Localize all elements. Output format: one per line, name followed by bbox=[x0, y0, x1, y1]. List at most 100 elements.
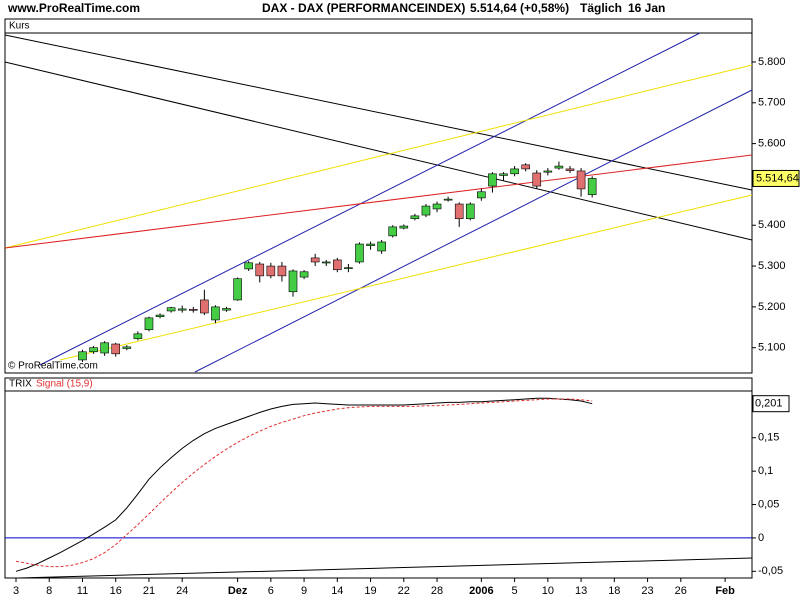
candle-body bbox=[299, 271, 309, 278]
trend-line bbox=[59, 194, 753, 361]
candle-body bbox=[477, 191, 486, 199]
x-tick-label: 3 bbox=[13, 585, 19, 597]
x-tick-label: 11 bbox=[77, 585, 88, 597]
candle-body bbox=[488, 173, 497, 187]
x-tick-label: 28 bbox=[431, 585, 443, 597]
candle-body bbox=[321, 261, 331, 264]
candle-body bbox=[222, 308, 231, 311]
x-tick-label: 9 bbox=[301, 585, 307, 597]
candle-body bbox=[388, 226, 398, 237]
candle-body bbox=[200, 299, 209, 314]
candle-body bbox=[510, 168, 519, 175]
candle-body bbox=[122, 346, 132, 349]
candle-body bbox=[333, 259, 342, 271]
candle-body bbox=[543, 170, 553, 173]
y-tick-label: 0,1 bbox=[758, 465, 773, 477]
y-tick-label: 5.300 bbox=[758, 260, 786, 272]
candle-body bbox=[89, 347, 98, 353]
date: 16 Jan bbox=[628, 1, 665, 15]
x-tick-label: 23 bbox=[641, 585, 653, 597]
candle-body bbox=[111, 343, 121, 355]
candle-body bbox=[565, 168, 575, 171]
candle-body bbox=[78, 351, 87, 361]
x-tick-label: 10 bbox=[542, 585, 554, 597]
y-tick-label: 5.800 bbox=[758, 56, 786, 68]
y-tick-label: 0,05 bbox=[758, 498, 779, 510]
trend-line bbox=[194, 89, 753, 373]
candle-body bbox=[355, 243, 364, 263]
x-tick-label: Dez bbox=[228, 585, 248, 597]
trix-panel bbox=[4, 377, 753, 579]
candle-body bbox=[177, 308, 187, 311]
x-tick-label: 22 bbox=[398, 585, 410, 597]
candle-body bbox=[454, 203, 464, 220]
candle-body bbox=[443, 198, 453, 201]
candle-body bbox=[310, 257, 320, 263]
candle-body bbox=[554, 165, 564, 169]
trend-line bbox=[4, 34, 753, 191]
candle-body bbox=[432, 203, 442, 210]
candle-body bbox=[366, 243, 375, 246]
last-value-label: 5.514,64 bbox=[756, 172, 799, 184]
series-line bbox=[15, 398, 593, 568]
candle-body bbox=[399, 225, 409, 229]
trend-lines bbox=[4, 32, 753, 579]
candle-body bbox=[211, 306, 220, 321]
candle-body bbox=[288, 270, 298, 293]
y-tick-label: 0,15 bbox=[758, 432, 779, 444]
candle-body bbox=[166, 307, 176, 312]
candle-body bbox=[532, 172, 542, 187]
panel-title: Kurs bbox=[9, 21, 30, 32]
y-tick-label: 5.600 bbox=[758, 138, 786, 150]
instrument: DAX - DAX (PERFORMANCEINDEX) bbox=[262, 1, 465, 15]
last-value-label: 0,201 bbox=[755, 398, 783, 410]
candle-body bbox=[188, 309, 198, 311]
trend-line bbox=[4, 154, 753, 249]
series-line bbox=[15, 397, 593, 572]
y-tick-label: 0 bbox=[758, 532, 764, 544]
site: www.ProRealTime.com bbox=[7, 1, 140, 15]
x-tick-label: Feb bbox=[715, 585, 735, 597]
candle-body bbox=[277, 265, 287, 277]
watermark: © ProRealTime.com bbox=[8, 361, 98, 372]
x-tick-label: 18 bbox=[608, 585, 620, 597]
candle-body bbox=[521, 164, 530, 170]
x-tick-label: 8 bbox=[46, 585, 52, 597]
candle-body bbox=[410, 215, 420, 220]
price-panel bbox=[4, 18, 753, 374]
x-tick-label: 6 bbox=[268, 585, 274, 597]
candle-body bbox=[244, 262, 253, 270]
candle-body bbox=[144, 317, 154, 331]
candle-body bbox=[576, 170, 586, 190]
period: Täglich bbox=[580, 1, 622, 15]
y-tick-label: 5.400 bbox=[758, 219, 786, 231]
x-tick-label: 24 bbox=[176, 585, 188, 597]
last-value-box bbox=[752, 395, 790, 413]
y-tick-label: -0,05 bbox=[758, 565, 783, 577]
trend-line bbox=[4, 61, 753, 241]
candle-body bbox=[255, 263, 265, 277]
x-tick-label: 5 bbox=[512, 585, 518, 597]
quote: 5.514,64 (+0,58%) bbox=[470, 1, 569, 15]
candle-body bbox=[587, 178, 597, 195]
candle-body bbox=[266, 265, 276, 277]
candle-body bbox=[499, 173, 508, 176]
legend-entry: TRIX bbox=[9, 379, 32, 390]
x-tick-label: 13 bbox=[575, 585, 587, 597]
candle-body bbox=[344, 267, 353, 269]
last-value-box bbox=[752, 169, 800, 187]
trend-line bbox=[39, 32, 701, 366]
legend-entry: Signal (15,9) bbox=[36, 379, 93, 390]
candle-body bbox=[133, 333, 143, 340]
trend-line bbox=[17, 557, 753, 579]
x-tick-label: 21 bbox=[143, 585, 155, 597]
x-tick-label: 19 bbox=[364, 585, 376, 597]
x-tick-label: 16 bbox=[110, 585, 122, 597]
y-tick-label: 5.200 bbox=[758, 301, 786, 313]
x-tick-label: 2006 bbox=[469, 585, 493, 597]
candle-body bbox=[421, 205, 431, 216]
x-tick-label: 14 bbox=[331, 585, 343, 597]
